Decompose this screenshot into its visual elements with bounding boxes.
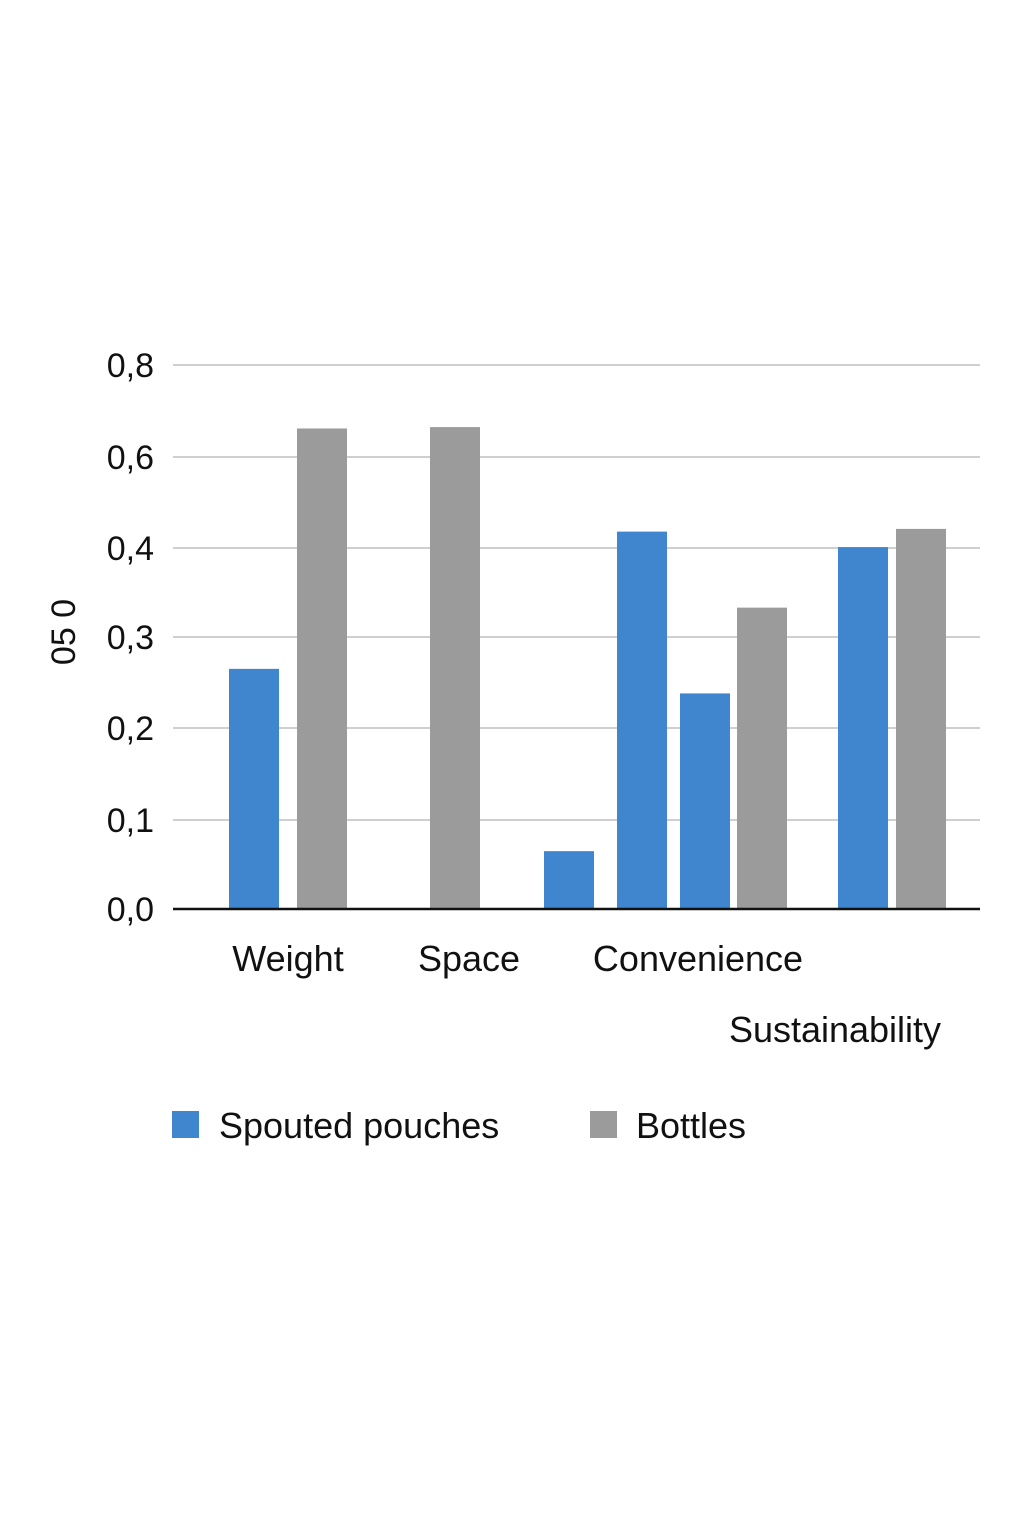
- bar-space-bottles: [430, 427, 480, 909]
- x-tick-label-sustainability: Sustainability: [729, 1009, 941, 1050]
- x-tick-label-convenience: Convenience: [593, 938, 803, 979]
- y-tick-label: 0,4: [107, 530, 154, 568]
- x-tick-label-weight: Weight: [232, 938, 343, 979]
- y-axis-label: 05 0: [45, 599, 83, 665]
- bar-convenience-spouted-pouches: [617, 531, 667, 909]
- bars: [229, 427, 946, 909]
- bar-sustainability-bottles: [896, 528, 946, 909]
- y-tick-label: 0,3: [107, 619, 154, 657]
- bar-convenience-bottles: [737, 607, 787, 909]
- x-tick-labels: Weight Space Convenience Sustainability: [232, 938, 941, 1050]
- y-tick-label: 0,8: [107, 347, 154, 385]
- legend-item-spouted-pouches: Spouted pouches: [172, 1105, 499, 1146]
- y-tick-label: 0,2: [107, 710, 154, 748]
- y-tick-labels: 0,0 0,1 0,2 0,3 0,4 0,6 0,8: [107, 347, 154, 929]
- y-tick-label: 0,1: [107, 802, 154, 840]
- legend-label-bottles: Bottles: [636, 1105, 746, 1146]
- legend: Spouted pouches Bottles: [172, 1105, 746, 1146]
- legend-label-spouted-pouches: Spouted pouches: [219, 1105, 499, 1146]
- legend-swatch-spouted-pouches: [172, 1111, 199, 1138]
- bar-convenience-spouted-pouches: [680, 693, 730, 909]
- y-tick-label: 0,0: [107, 891, 154, 929]
- legend-swatch-bottles: [590, 1111, 617, 1138]
- bar-weight-bottles: [297, 428, 347, 909]
- y-tick-label: 0,6: [107, 439, 154, 477]
- bar-weight-spouted-pouches: [229, 668, 279, 909]
- bar-sustainability-spouted-pouches: [838, 547, 888, 909]
- bar-convenience-spouted-pouches: [544, 851, 594, 909]
- legend-item-bottles: Bottles: [590, 1105, 746, 1146]
- x-tick-label-space: Space: [418, 938, 520, 979]
